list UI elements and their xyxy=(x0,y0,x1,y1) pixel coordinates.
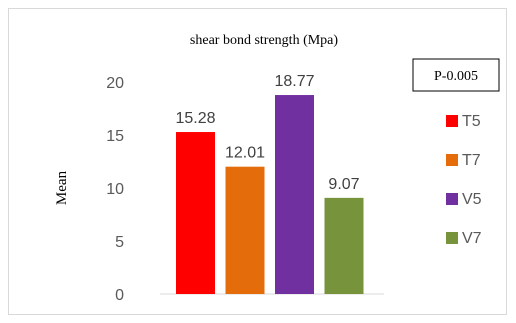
bar-v5 xyxy=(275,95,314,295)
legend-label-v5: V5 xyxy=(462,191,482,208)
y-tick-label: 20 xyxy=(106,75,124,92)
legend: T5 T7 V5 V7 xyxy=(446,113,482,247)
y-tick-label: 15 xyxy=(106,128,124,145)
p-value-annotation: P-0.005 xyxy=(434,69,478,84)
data-label-v7: 9.07 xyxy=(328,176,359,193)
data-labels-group: 15.28 12.01 18.77 9.07 xyxy=(175,73,359,193)
bars-group xyxy=(176,95,364,295)
legend-swatch-v7 xyxy=(446,232,458,244)
bar-v7 xyxy=(324,197,364,294)
data-label-v5: 18.77 xyxy=(274,73,314,90)
chart-title: shear bond strength (Mpa) xyxy=(190,33,338,48)
y-tick-label: 10 xyxy=(106,181,124,198)
y-axis-ticks: 0 5 10 15 20 xyxy=(106,75,124,304)
p-value-box xyxy=(412,58,500,92)
legend-label-v7: V7 xyxy=(462,230,482,247)
legend-label-t7: T7 xyxy=(462,152,481,169)
legend-swatch-t5 xyxy=(446,115,458,127)
bar-t5 xyxy=(176,132,215,294)
bar-t7 xyxy=(225,166,265,294)
legend-swatch-v5 xyxy=(446,193,458,205)
legend-label-t5: T5 xyxy=(462,113,481,130)
y-axis-label: Mean xyxy=(54,170,70,205)
legend-swatch-t7 xyxy=(446,154,458,166)
y-tick-label: 0 xyxy=(115,287,124,304)
data-label-t5: 15.28 xyxy=(175,110,215,127)
y-tick-label: 5 xyxy=(115,234,124,251)
data-label-t7: 12.01 xyxy=(225,145,265,162)
